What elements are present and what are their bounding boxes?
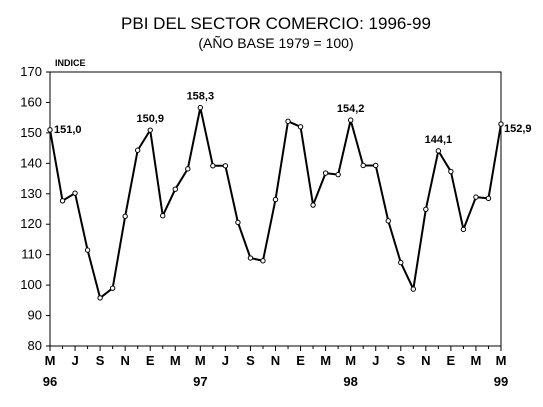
x-tick-label: M xyxy=(320,353,331,368)
x-axis: M J S N E M M J S N E M M J S N E M M96 97 98 99 xyxy=(43,346,508,389)
data-point xyxy=(398,259,404,266)
data-point xyxy=(97,295,103,301)
y-axis-label: INDICE xyxy=(55,58,86,68)
x-tick-label: M xyxy=(345,353,356,368)
data-point xyxy=(285,118,291,125)
year-label: 99 xyxy=(494,374,508,389)
x-tick-label: E xyxy=(296,353,305,368)
data-point xyxy=(260,258,266,264)
data-point xyxy=(222,163,229,169)
data-point xyxy=(473,194,479,200)
data-point xyxy=(197,104,204,111)
data-point xyxy=(297,124,304,130)
data-point xyxy=(460,226,467,233)
x-tick-label: J xyxy=(222,353,229,368)
data-point xyxy=(498,121,504,127)
x-tick-label: N xyxy=(421,353,430,368)
data-label: 154,2 xyxy=(337,103,365,115)
data-point xyxy=(172,186,178,192)
y-tick-label: 120 xyxy=(20,216,42,231)
x-tick-label: E xyxy=(447,353,456,368)
x-tick-label: M xyxy=(471,353,482,368)
data-point xyxy=(235,219,241,226)
x-tick-label: M xyxy=(170,353,181,368)
y-tick-label: 130 xyxy=(20,186,42,201)
data-point xyxy=(347,117,354,123)
data-point xyxy=(210,163,216,169)
data-point xyxy=(185,166,191,172)
year-label: 97 xyxy=(193,374,207,389)
data-point xyxy=(84,247,91,253)
x-tick-label: M xyxy=(195,353,206,368)
x-tick-label: S xyxy=(96,353,105,368)
data-point xyxy=(360,162,366,169)
data-point xyxy=(410,286,417,292)
chart-title: PBI DEL SECTOR COMERCIO: 1996-99 xyxy=(121,14,431,33)
year-label: 98 xyxy=(343,374,357,389)
data-point xyxy=(247,255,254,261)
x-tick-label: J xyxy=(71,353,78,368)
y-tick-label: 110 xyxy=(21,247,42,262)
y-tick-label: 90 xyxy=(28,308,42,323)
x-tick-label: S xyxy=(396,353,405,368)
data-label: 152,9 xyxy=(504,123,532,135)
x-tick-label: E xyxy=(146,353,155,368)
x-tick-label: N xyxy=(120,353,129,368)
x-tick-label: J xyxy=(372,353,379,368)
x-tick-label: N xyxy=(271,353,280,368)
chart-subtitle: (AÑO BASE 1979 = 100) xyxy=(198,35,353,51)
y-tick-label: 140 xyxy=(20,155,42,170)
data-label: 144,1 xyxy=(425,134,453,146)
data-point xyxy=(335,171,341,178)
data-point xyxy=(160,212,166,219)
data-point xyxy=(385,218,391,224)
x-tick-label: S xyxy=(246,353,255,368)
data-point xyxy=(47,127,53,133)
data-point xyxy=(134,147,141,153)
data-point xyxy=(423,206,429,213)
data-point xyxy=(322,170,329,176)
year-label: 96 xyxy=(43,374,57,389)
data-labels-layer: 151,0 150,9 158,3 154,2 144,1 152,9 xyxy=(54,91,532,146)
data-point xyxy=(72,190,78,196)
data-point xyxy=(310,202,316,208)
data-point xyxy=(109,285,116,291)
data-point xyxy=(272,196,279,203)
y-tick-label: 170 xyxy=(20,64,42,79)
data-point xyxy=(59,198,66,204)
y-tick-label: 100 xyxy=(20,277,42,292)
data-point xyxy=(373,162,379,169)
data-point xyxy=(448,168,454,175)
data-point xyxy=(147,127,153,133)
data-point xyxy=(122,213,128,220)
data-label: 150,9 xyxy=(136,113,164,125)
data-point xyxy=(435,148,442,154)
series-layer xyxy=(47,104,504,301)
data-label: 151,0 xyxy=(54,124,82,136)
y-tick-label: 80 xyxy=(28,338,42,353)
y-tick-label: 160 xyxy=(20,94,42,109)
plot-area xyxy=(49,71,502,347)
data-label: 158,3 xyxy=(187,91,215,103)
data-point xyxy=(485,195,492,202)
y-axis: 80 90 100 110 120 130 140 150 160 170 xyxy=(20,64,50,353)
x-tick-label: M xyxy=(496,353,507,368)
x-tick-label: M xyxy=(45,353,56,368)
y-tick-label: 150 xyxy=(20,125,42,140)
